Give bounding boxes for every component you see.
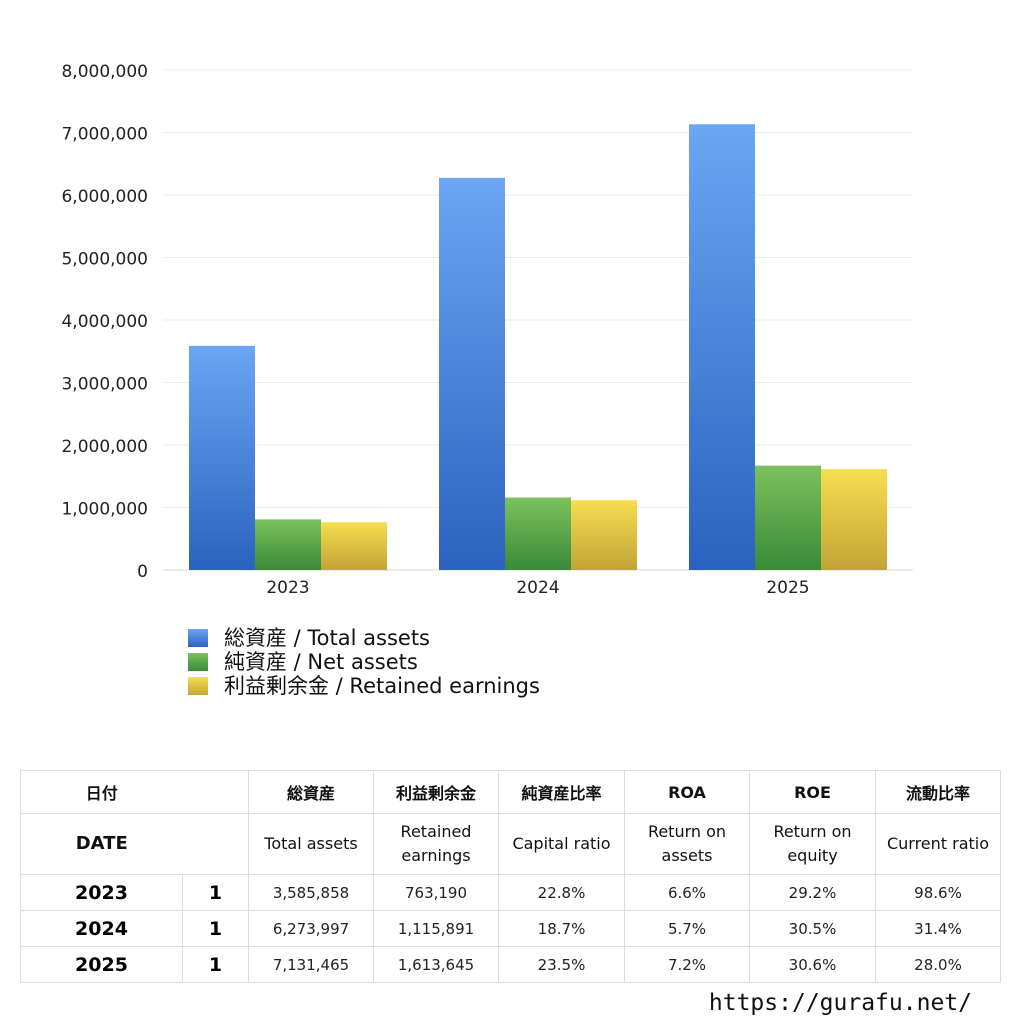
bar-net-assets-2024 [505, 497, 571, 570]
cell-period: 1 [182, 946, 249, 983]
bar-total-assets-2025 [689, 124, 755, 570]
cell-year: 2025 [20, 946, 183, 983]
legend-item-total-assets: 総資産 / Total assets [188, 626, 540, 650]
bar-retained-earnings-2024 [571, 500, 637, 570]
legend-swatch-total-assets [188, 629, 208, 647]
bar-retained-earnings-2023 [321, 522, 387, 570]
cell-retained-earnings: 1,613,645 [373, 946, 499, 983]
legend-label-net-assets: 純資産 / Net assets [224, 650, 418, 674]
cell-roe: 30.5% [749, 910, 876, 947]
cell-current-ratio: 98.6% [875, 874, 1001, 911]
cell-year: 2023 [20, 874, 183, 911]
header-jp-total-assets: 総資産 [248, 770, 374, 814]
header-jp-retained-earnings: 利益剰余金 [373, 770, 499, 814]
y-tick-label: 2,000,000 [61, 437, 148, 457]
header-en-blank [182, 813, 249, 875]
y-tick-label: 6,000,000 [61, 187, 148, 207]
header-jp-blank [182, 770, 249, 814]
header-en-capital-ratio: Capital ratio [498, 813, 625, 875]
cell-total-assets: 6,273,997 [248, 910, 374, 947]
y-tick-label: 5,000,000 [61, 250, 148, 270]
cell-capital-ratio: 22.8% [498, 874, 625, 911]
table-row: 2024 1 6,273,997 1,115,891 18.7% 5.7% 30… [20, 910, 1001, 947]
y-tick-label: 7,000,000 [61, 125, 148, 145]
cell-retained-earnings: 1,115,891 [373, 910, 499, 947]
cell-capital-ratio: 18.7% [498, 910, 625, 947]
table-row: 2025 1 7,131,465 1,613,645 23.5% 7.2% 30… [20, 946, 1001, 983]
cell-roa: 7.2% [624, 946, 750, 983]
cell-retained-earnings: 763,190 [373, 874, 499, 911]
bar-net-assets-2023 [255, 519, 321, 570]
header-en-total-assets: Total assets [248, 813, 374, 875]
legend: 総資産 / Total assets 純資産 / Net assets 利益剰余… [188, 626, 540, 698]
bars [189, 124, 887, 570]
cell-roe: 29.2% [749, 874, 876, 911]
header-jp-roa: ROA [624, 770, 750, 814]
cell-period: 1 [182, 910, 249, 947]
x-tick-label: 2025 [766, 578, 809, 598]
table-row: 2023 1 3,585,858 763,190 22.8% 6.6% 29.2… [20, 874, 1001, 911]
legend-swatch-retained-earnings [188, 677, 208, 695]
bar-total-assets-2024 [439, 177, 505, 570]
x-axis-ticks: 2023 2024 2025 [266, 578, 809, 598]
header-en-roa: Return on assets [624, 813, 750, 875]
cell-roa: 5.7% [624, 910, 750, 947]
bar-total-assets-2023 [189, 345, 255, 570]
table-header-jp: 日付 総資産 利益剰余金 純資産比率 ROA ROE 流動比率 [20, 770, 1001, 814]
header-jp-current-ratio: 流動比率 [875, 770, 1001, 814]
cell-current-ratio: 31.4% [875, 910, 1001, 947]
y-tick-label: 8,000,000 [61, 62, 148, 82]
cell-current-ratio: 28.0% [875, 946, 1001, 983]
legend-label-total-assets: 総資産 / Total assets [224, 626, 430, 650]
y-tick-label: 0 [137, 562, 148, 582]
cell-total-assets: 3,585,858 [248, 874, 374, 911]
legend-item-net-assets: 純資産 / Net assets [188, 650, 540, 674]
bar-chart: 0 1,000,000 2,000,000 3,000,000 4,000,000 5,0… [61, 62, 913, 598]
legend-item-retained-earnings: 利益剰余金 / Retained earnings [188, 674, 540, 698]
header-en-retained-earnings: Retained earnings [373, 813, 499, 875]
header-en-current-ratio: Current ratio [875, 813, 1001, 875]
legend-swatch-net-assets [188, 653, 208, 671]
cell-roa: 6.6% [624, 874, 750, 911]
y-tick-label: 1,000,000 [61, 500, 148, 520]
x-tick-label: 2023 [266, 578, 309, 598]
cell-capital-ratio: 23.5% [498, 946, 625, 983]
x-tick-label: 2024 [516, 578, 559, 598]
header-jp-date: 日付 [20, 770, 183, 814]
y-axis-ticks: 0 1,000,000 2,000,000 3,000,000 4,000,000 5,0… [61, 62, 148, 582]
header-en-roe: Return on equity [749, 813, 876, 875]
source-url[interactable]: https://gurafu.net/ [708, 990, 972, 1016]
legend-label-retained-earnings: 利益剰余金 / Retained earnings [224, 674, 540, 698]
cell-period: 1 [182, 874, 249, 911]
bar-net-assets-2025 [755, 465, 821, 570]
y-tick-label: 4,000,000 [61, 312, 148, 332]
header-jp-roe: ROE [749, 770, 876, 814]
header-en-date: DATE [20, 813, 183, 875]
table-header-en: DATE Total assets Retained earnings Capi… [20, 813, 1001, 875]
cell-total-assets: 7,131,465 [248, 946, 374, 983]
cell-year: 2024 [20, 910, 183, 947]
bar-retained-earnings-2025 [821, 469, 887, 570]
y-tick-label: 3,000,000 [61, 375, 148, 395]
header-jp-capital-ratio: 純資産比率 [498, 770, 625, 814]
metrics-table: 日付 総資産 利益剰余金 純資産比率 ROA ROE 流動比率 DATE Tot… [20, 770, 1001, 983]
cell-roe: 30.6% [749, 946, 876, 983]
